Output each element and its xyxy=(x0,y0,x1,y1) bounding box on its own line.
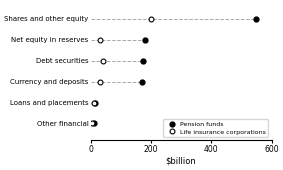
X-axis label: $billion: $billion xyxy=(166,157,196,166)
Legend: Pension funds, Life insurance corporations: Pension funds, Life insurance corporatio… xyxy=(163,120,268,137)
